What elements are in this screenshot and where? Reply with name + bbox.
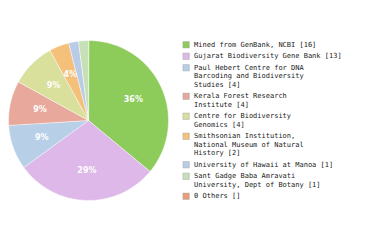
svg-text:9%: 9% — [47, 81, 61, 90]
svg-text:9%: 9% — [35, 133, 49, 142]
svg-text:Paul Hebert Centre for DNABarc: Paul Hebert Centre for DNABarcoding and … — [194, 64, 304, 89]
svg-text:4%: 4% — [63, 70, 77, 79]
svg-text:University of Hawaii at Manoa: University of Hawaii at Manoa [1] — [194, 161, 333, 169]
svg-text:9%: 9% — [33, 105, 47, 114]
svg-text:Kerala Forest ResearchInstitut: Kerala Forest ResearchInstitute [4] — [194, 92, 287, 109]
svg-text:36%: 36% — [124, 95, 143, 104]
svg-text:Gujarat Biodiversity Gene Bank: Gujarat Biodiversity Gene Bank [13] — [194, 52, 342, 60]
svg-text:Smithsonian Institution,Nation: Smithsonian Institution,National Museum … — [194, 132, 304, 157]
svg-text:0 Others []: 0 Others [] — [194, 192, 240, 200]
svg-text:Centre for BiodiversityGenomic: Centre for BiodiversityGenomics [4] — [194, 112, 291, 129]
svg-text:Sant Gadge Baba AmravatiUniver: Sant Gadge Baba AmravatiUniversity, Dept… — [194, 172, 320, 189]
svg-text:Mined from GenBank, NCBI [16]: Mined from GenBank, NCBI [16] — [194, 41, 316, 49]
svg-text:29%: 29% — [77, 166, 96, 175]
